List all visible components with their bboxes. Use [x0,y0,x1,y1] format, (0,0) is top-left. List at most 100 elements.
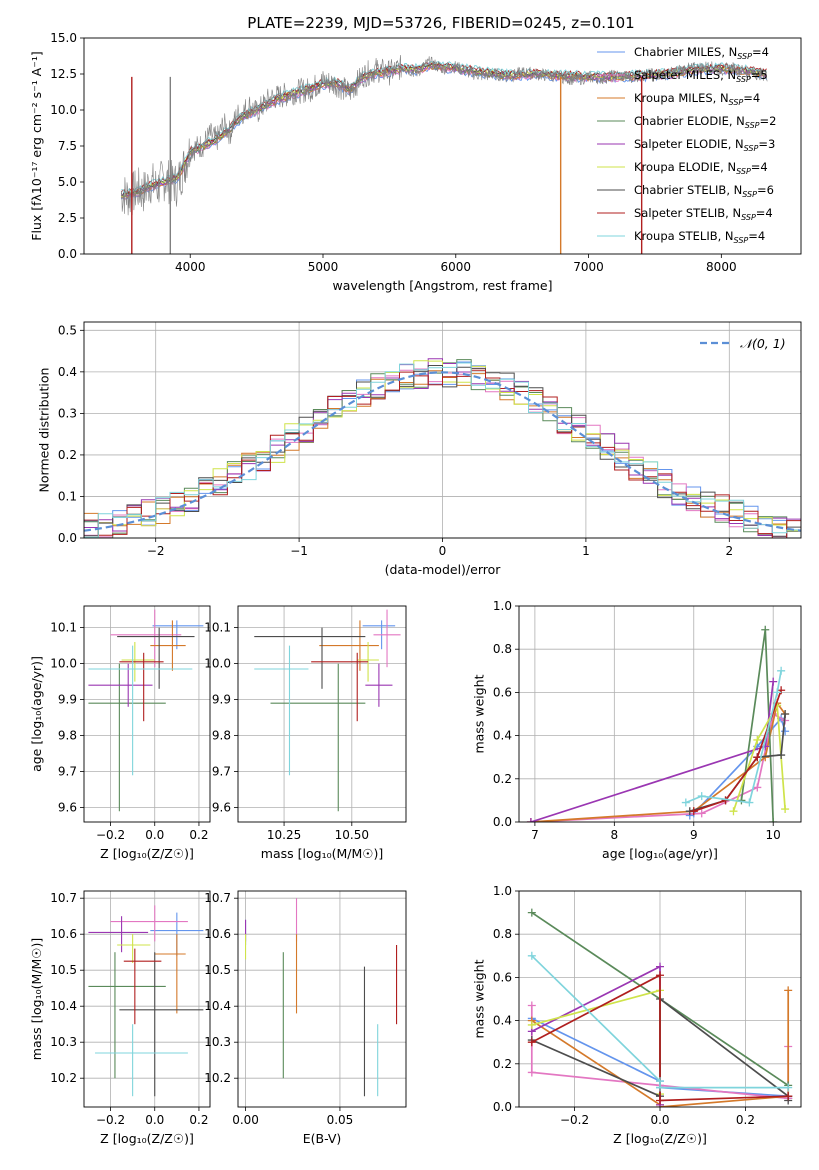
y-tick-label: 15.0 [50,31,77,45]
axes: −0.2 0.0 0.2 0.0 0.2 0.4 0.6 0.8 1.0 Z [log₁₀(Z/Z… [471,884,802,1146]
plot-area [527,908,793,1107]
mass-weight-marker [773,688,782,697]
mass-weight-marker [656,1083,664,1092]
mass-vs-metallicity-panel: −0.2 0.0 0.2 10.2 10.3 10.4 10.5 10.6 10.7 Z [log… [29,890,211,1146]
y-tick-label: 0.6 [493,970,512,984]
mass-weight-line [531,973,789,1102]
y-tick-label: 1.0 [493,884,512,898]
mass-weight-marker [784,1092,793,1101]
legend-label: Salpeter MILES, N [634,68,736,82]
axes-frame [83,890,211,1108]
mass-weight-marker [656,962,664,971]
mass-weight-marker [526,818,535,822]
y-tick-label: 0.4 [493,1014,512,1028]
legend-entry: Chabrier STELIB, NSSP=6 [634,183,774,199]
legend-entry: Chabrier MILES, NSSP=4 [634,45,769,61]
x-tick-label: 10.50 [335,828,369,842]
legend-subscript: SSP [744,144,759,153]
axes: −0.2 0.0 0.2 9.6 9.7 9.8 9.9 10.0 10.1 Z [log₁₀(Z… [29,605,211,861]
x-tick-label: 2 [725,544,733,558]
x-tick-label: −0.2 [560,1113,589,1127]
plot-area [526,625,790,822]
mass-weight-marker [697,792,706,801]
y-axis-label: age [log₁₀(age/yr)] [29,656,44,772]
x-tick-label: 7000 [573,260,604,274]
x-tick-label: 0.2 [189,1113,208,1127]
x-tick-label: 0 [439,544,447,558]
y-axis-label: Normed distribution [36,368,51,493]
mass-weight-marker [527,908,536,917]
axes-frame [518,605,802,823]
gaussian-curve [84,371,801,532]
plot-area [84,358,801,538]
mass-weight-marker [527,951,536,960]
grid [238,606,406,822]
x-axis-label: (data-model)/error [385,562,502,577]
y-tick-label: 0.2 [493,772,512,786]
y-tick-label: 10.7 [50,891,77,905]
axes-frame [518,890,802,1108]
y-tick-label: 10.3 [204,1035,231,1049]
legend-label: Chabrier STELIB, N [634,183,742,197]
axes: 4000 5000 6000 7000 8000 0.0 2.5 5.0 7.5 10.0 12.5… [29,31,802,293]
y-tick-label: 10.1 [50,621,77,635]
y-tick-label: 9.9 [58,693,77,707]
mass-weight-marker [777,751,786,760]
legend: 𝒩(0, 1) [700,336,786,351]
plot-area [120,54,768,254]
legend: Chabrier MILES, NSSP=4 Salpeter MILES, N S… [597,45,776,245]
mass-weight-marker [656,1096,664,1105]
y-tick-label: 10.5 [204,963,231,977]
legend-count: =4 [756,206,773,220]
legend-label: Salpeter ELODIE, N [634,137,744,151]
legend-subscript: SSP [745,121,760,130]
y-tick-label: 9.6 [212,801,231,815]
y-tick-label: 12.5 [50,67,77,81]
x-axis-label: E(B-V) [303,1131,342,1146]
y-tick-label: 0.6 [493,685,512,699]
legend-subscript: SSP [742,190,757,199]
y-tick-label: 10.6 [204,927,231,941]
y-tick-label: 10.2 [204,1071,231,1085]
mass-weight-marker [753,783,762,792]
y-tick-label: 0.0 [58,531,77,545]
mass-weight-marker [527,1020,536,1029]
x-axis-label: age [log₁₀(age/yr)] [602,846,718,861]
legend-entry: 𝒩(0, 1) [740,336,786,351]
grid [84,891,210,1107]
x-tick-label: 0.0 [145,828,164,842]
y-tick-label: 0.8 [493,642,512,656]
mass-weight-marker [681,798,690,807]
y-tick-label: 10.4 [50,999,77,1013]
x-tick-label: 10 [766,828,781,842]
axes-frame [237,890,407,1108]
mass-weight-marker [689,807,698,816]
legend-subscript: SSP [734,236,749,245]
y-tick-label: 0.0 [493,815,512,829]
x-tick-label: −1 [290,544,308,558]
x-tick-label: 1 [582,544,590,558]
x-tick-label: 0.00 [232,1113,259,1127]
plot-area [88,905,204,1097]
mass-weight-marker [781,727,790,736]
y-tick-label: 10.0 [50,103,77,117]
y-tick-label: 0.4 [58,365,77,379]
y-tick-label: 7.5 [58,139,77,153]
plot-area [245,898,398,1097]
mass-weight-marker [656,971,664,980]
legend-count: =4 [751,160,768,174]
mass-vs-ebv-panel: 0.00 0.05 10.2 10.3 10.4 10.5 10.6 10.7 E(B-V) [204,890,407,1146]
y-tick-label: 1.0 [493,599,512,613]
spectrum-panel: 4000 5000 6000 7000 8000 0.0 2.5 5.0 7.5 10.0 12.5… [29,31,802,293]
mass-weight-vs-metallicity-panel: −0.2 0.0 0.2 0.0 0.2 0.4 0.6 0.8 1.0 Z [log₁₀(Z/Z… [471,884,802,1146]
age-vs-metallicity-panel: −0.2 0.0 0.2 9.6 9.7 9.8 9.9 10.0 10.1 Z [log₁₀(Z… [29,605,211,861]
legend-entry: Kroupa STELIB, NSSP=4 [634,229,765,245]
x-tick-label: 0.0 [650,1113,669,1127]
x-tick-label: 8000 [706,260,737,274]
legend-entry: Kroupa ELODIE, NSSP=4 [634,160,768,176]
legend-subscript: SSP [736,167,751,176]
residuals-panel: −2 −1 0 1 2 0.0 0.1 0.2 0.3 0.4 0.5 (data-model)/er… [36,321,802,577]
mass-weight-marker [784,1083,793,1092]
legend-entry: Salpeter ELODIE, NSSP=3 [634,137,775,153]
y-tick-label: 10.0 [204,657,231,671]
